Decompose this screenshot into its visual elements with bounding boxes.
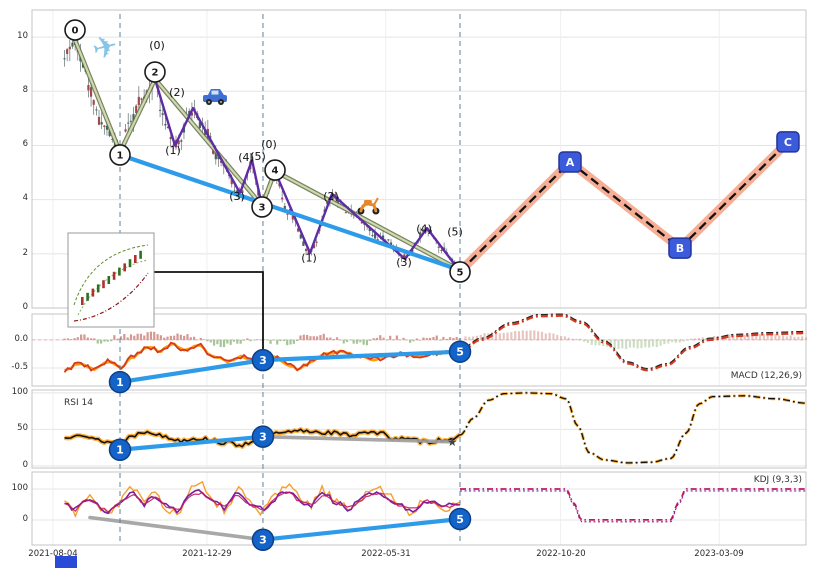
y-tick-price: 10 bbox=[17, 31, 28, 41]
panel-label-kdj: KDJ (9,3,3) bbox=[753, 475, 802, 485]
car-icon bbox=[202, 89, 227, 106]
svg-text:3: 3 bbox=[259, 202, 266, 213]
inset-thumbnail bbox=[67, 232, 155, 328]
svg-text:3: 3 bbox=[259, 534, 267, 547]
x-tick-date: 2022-05-31 bbox=[361, 549, 411, 559]
x-tick-date: 2021-08-04 bbox=[28, 549, 78, 559]
annotation-connector bbox=[154, 271, 264, 352]
pivot-circle-5 bbox=[448, 340, 472, 363]
taskbar-fragment bbox=[55, 556, 77, 568]
star-marker: ★ bbox=[447, 435, 458, 449]
svg-text:1: 1 bbox=[116, 376, 124, 389]
svg-text:4: 4 bbox=[272, 166, 279, 177]
wave-circle-0 bbox=[64, 19, 86, 41]
svg-text:B: B bbox=[676, 242, 684, 255]
pivot-circle-5 bbox=[448, 507, 472, 531]
y-tick-price: 0 bbox=[22, 302, 28, 312]
macd-histogram bbox=[63, 330, 808, 350]
y-tick-rsi: 50 bbox=[17, 423, 28, 433]
svg-text:1: 1 bbox=[116, 444, 124, 457]
panel-label-macd: MACD (12,26,9) bbox=[730, 371, 802, 381]
y-tick-price: 2 bbox=[22, 248, 28, 258]
svg-text:✈: ✈ bbox=[89, 28, 122, 68]
abc-box-B bbox=[668, 237, 692, 259]
pivot-circle-1 bbox=[108, 438, 132, 462]
y-tick-rsi: 100 bbox=[11, 387, 28, 397]
x-tick-date: 2021-12-29 bbox=[182, 549, 232, 559]
svg-text:5: 5 bbox=[456, 346, 464, 359]
svg-text:1: 1 bbox=[117, 150, 124, 161]
svg-text:3: 3 bbox=[259, 354, 267, 367]
wave-circle-2 bbox=[144, 61, 166, 83]
pivot-circle-3 bbox=[251, 528, 275, 551]
x-tick-date: 2022-10-20 bbox=[536, 549, 586, 559]
y-tick-price: 6 bbox=[22, 139, 28, 149]
panel-label-rsi: RSI 14 bbox=[64, 398, 93, 408]
y-tick-price: 8 bbox=[22, 85, 28, 95]
wave-markers: 012345ABC1351335(0)(2)(1)(3)(4)(5)(0)(1)… bbox=[64, 19, 800, 551]
wave-circle-4 bbox=[264, 159, 286, 181]
wave-circle-3 bbox=[251, 196, 273, 218]
price-overlays: ★ bbox=[72, 38, 793, 542]
pivot-circle-3 bbox=[251, 425, 275, 448]
scooter-icon bbox=[357, 197, 380, 215]
sub-wave-label: (2) bbox=[323, 190, 339, 203]
y-tick-price: 4 bbox=[22, 193, 28, 203]
sub-wave-label: (0) bbox=[261, 138, 277, 151]
pivot-circle-1 bbox=[108, 370, 132, 394]
sub-wave-label: (3) bbox=[396, 256, 412, 269]
y-tick-macd: -0.5 bbox=[11, 362, 28, 372]
y-tick-rsi: 0 bbox=[22, 460, 28, 470]
abc-box-A bbox=[558, 151, 582, 173]
indicator-lines bbox=[63, 313, 806, 523]
airplane-icon: ✈ bbox=[89, 28, 122, 68]
pivot-circle-3 bbox=[251, 348, 275, 372]
sub-wave-label: (4) bbox=[416, 223, 432, 236]
svg-text:2: 2 bbox=[152, 68, 159, 79]
sub-wave-label: (5) bbox=[447, 226, 463, 239]
y-tick-macd: 0.0 bbox=[14, 334, 28, 344]
sub-wave-label: (0) bbox=[149, 39, 165, 52]
wave-circle-1 bbox=[109, 144, 131, 166]
svg-text:3: 3 bbox=[259, 431, 267, 444]
svg-text:5: 5 bbox=[457, 267, 464, 278]
sub-wave-label: (1) bbox=[301, 252, 317, 265]
abc-box-C bbox=[776, 131, 800, 153]
y-tick-kdj: 100 bbox=[11, 483, 28, 493]
x-tick-date: 2023-03-09 bbox=[694, 549, 744, 559]
svg-text:C: C bbox=[784, 136, 792, 149]
svg-text:0: 0 bbox=[72, 26, 79, 37]
sub-wave-label: (2) bbox=[169, 86, 185, 99]
sub-wave-label: (4) bbox=[238, 151, 254, 164]
sub-wave-label: (3) bbox=[229, 190, 245, 203]
svg-text:5: 5 bbox=[456, 513, 464, 526]
wave-circle-5 bbox=[449, 261, 471, 283]
sub-wave-label: (1) bbox=[165, 144, 181, 157]
sub-wave-label: (5) bbox=[250, 150, 266, 163]
svg-text:A: A bbox=[566, 156, 575, 169]
y-tick-kdj: 0 bbox=[22, 514, 28, 524]
